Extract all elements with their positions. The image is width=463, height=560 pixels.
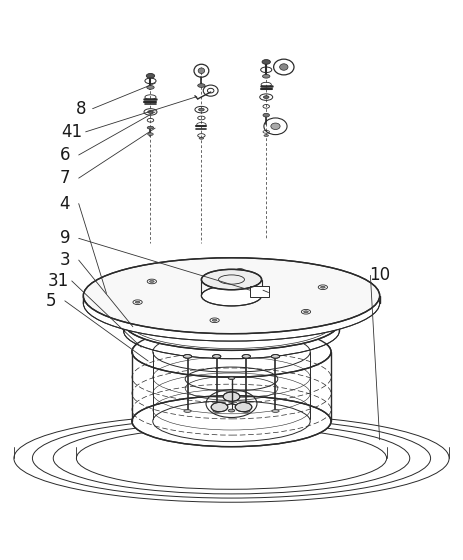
Ellipse shape xyxy=(263,96,269,99)
Ellipse shape xyxy=(242,354,250,358)
Text: 9: 9 xyxy=(60,230,70,248)
Ellipse shape xyxy=(213,319,217,321)
Ellipse shape xyxy=(235,403,252,412)
Text: 7: 7 xyxy=(60,169,70,187)
Ellipse shape xyxy=(228,409,235,412)
Text: 31: 31 xyxy=(47,272,69,290)
Text: 5: 5 xyxy=(46,292,56,310)
Text: 41: 41 xyxy=(61,123,82,141)
Ellipse shape xyxy=(304,311,308,312)
Ellipse shape xyxy=(263,74,270,78)
Ellipse shape xyxy=(201,269,262,290)
Ellipse shape xyxy=(272,410,279,412)
Ellipse shape xyxy=(264,134,269,137)
Ellipse shape xyxy=(198,83,205,87)
Ellipse shape xyxy=(199,137,204,139)
Ellipse shape xyxy=(184,410,191,412)
Ellipse shape xyxy=(124,303,339,359)
Ellipse shape xyxy=(147,86,154,89)
Text: 8: 8 xyxy=(76,100,86,118)
Ellipse shape xyxy=(262,59,270,64)
Ellipse shape xyxy=(198,68,205,73)
Ellipse shape xyxy=(213,354,221,358)
Text: 6: 6 xyxy=(60,146,70,164)
Bar xyxy=(250,287,269,297)
Ellipse shape xyxy=(132,326,331,377)
Text: 4: 4 xyxy=(60,195,70,213)
Ellipse shape xyxy=(228,377,235,380)
Ellipse shape xyxy=(271,123,280,129)
Ellipse shape xyxy=(201,286,262,306)
Ellipse shape xyxy=(271,354,280,358)
Ellipse shape xyxy=(263,113,269,117)
Ellipse shape xyxy=(146,73,155,78)
Ellipse shape xyxy=(83,265,380,341)
Ellipse shape xyxy=(199,108,204,111)
Ellipse shape xyxy=(211,403,228,412)
Ellipse shape xyxy=(83,258,380,334)
Ellipse shape xyxy=(243,410,250,412)
Ellipse shape xyxy=(148,110,153,113)
Ellipse shape xyxy=(135,301,140,303)
Text: 3: 3 xyxy=(60,251,70,269)
Ellipse shape xyxy=(213,410,220,412)
Text: 10: 10 xyxy=(369,267,390,284)
Ellipse shape xyxy=(280,64,288,70)
Ellipse shape xyxy=(320,286,325,288)
Ellipse shape xyxy=(148,133,153,136)
Ellipse shape xyxy=(223,392,240,402)
Ellipse shape xyxy=(183,354,192,358)
Ellipse shape xyxy=(132,396,331,447)
Ellipse shape xyxy=(147,127,154,129)
Ellipse shape xyxy=(124,295,339,351)
Ellipse shape xyxy=(150,281,154,282)
Ellipse shape xyxy=(238,270,242,272)
